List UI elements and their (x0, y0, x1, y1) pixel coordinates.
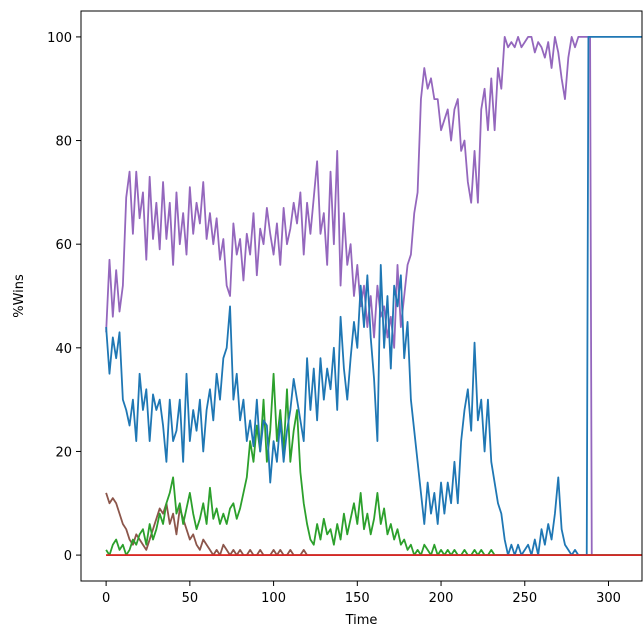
y-tick-label: 100 (47, 31, 72, 46)
x-tick-label: 0 (102, 591, 110, 606)
y-tick-label: 80 (55, 135, 72, 150)
series-line-3 (105, 492, 642, 556)
x-tick-label: 300 (596, 591, 621, 606)
series-layer (105, 36, 642, 556)
x-axis: 0 50 100 150 200 250 300 (102, 581, 621, 606)
plot-frame (80, 10, 643, 582)
x-tick-label: 150 (345, 591, 370, 606)
y-tick-label: 40 (55, 342, 72, 357)
x-tick-label: 100 (261, 591, 286, 606)
y-axis: 0 20 40 60 80 100 (47, 31, 81, 564)
x-axis-label: Time (345, 613, 378, 628)
x-tick-label: 250 (512, 591, 537, 606)
y-tick-label: 60 (55, 238, 72, 253)
y-tick-label: 0 (64, 549, 72, 564)
x-tick-label: 200 (429, 591, 454, 606)
y-tick-label: 20 (55, 445, 72, 460)
y-axis-label: %Wins (12, 274, 27, 318)
series-line-2 (105, 36, 589, 349)
x-tick-label: 50 (182, 591, 199, 606)
series-line-5 (105, 36, 642, 556)
